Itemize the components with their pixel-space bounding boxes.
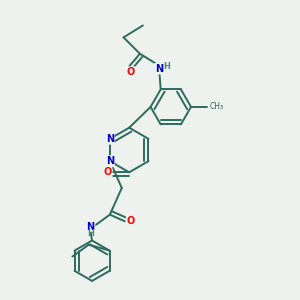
Text: N: N: [86, 221, 94, 232]
Text: N: N: [106, 134, 114, 144]
Text: O: O: [103, 167, 112, 177]
Text: N: N: [106, 156, 114, 166]
Text: CH₃: CH₃: [210, 102, 224, 111]
Text: O: O: [127, 216, 135, 226]
Text: H: H: [87, 230, 94, 238]
Text: H: H: [163, 62, 170, 71]
Text: N: N: [155, 64, 163, 74]
Text: O: O: [127, 67, 135, 77]
